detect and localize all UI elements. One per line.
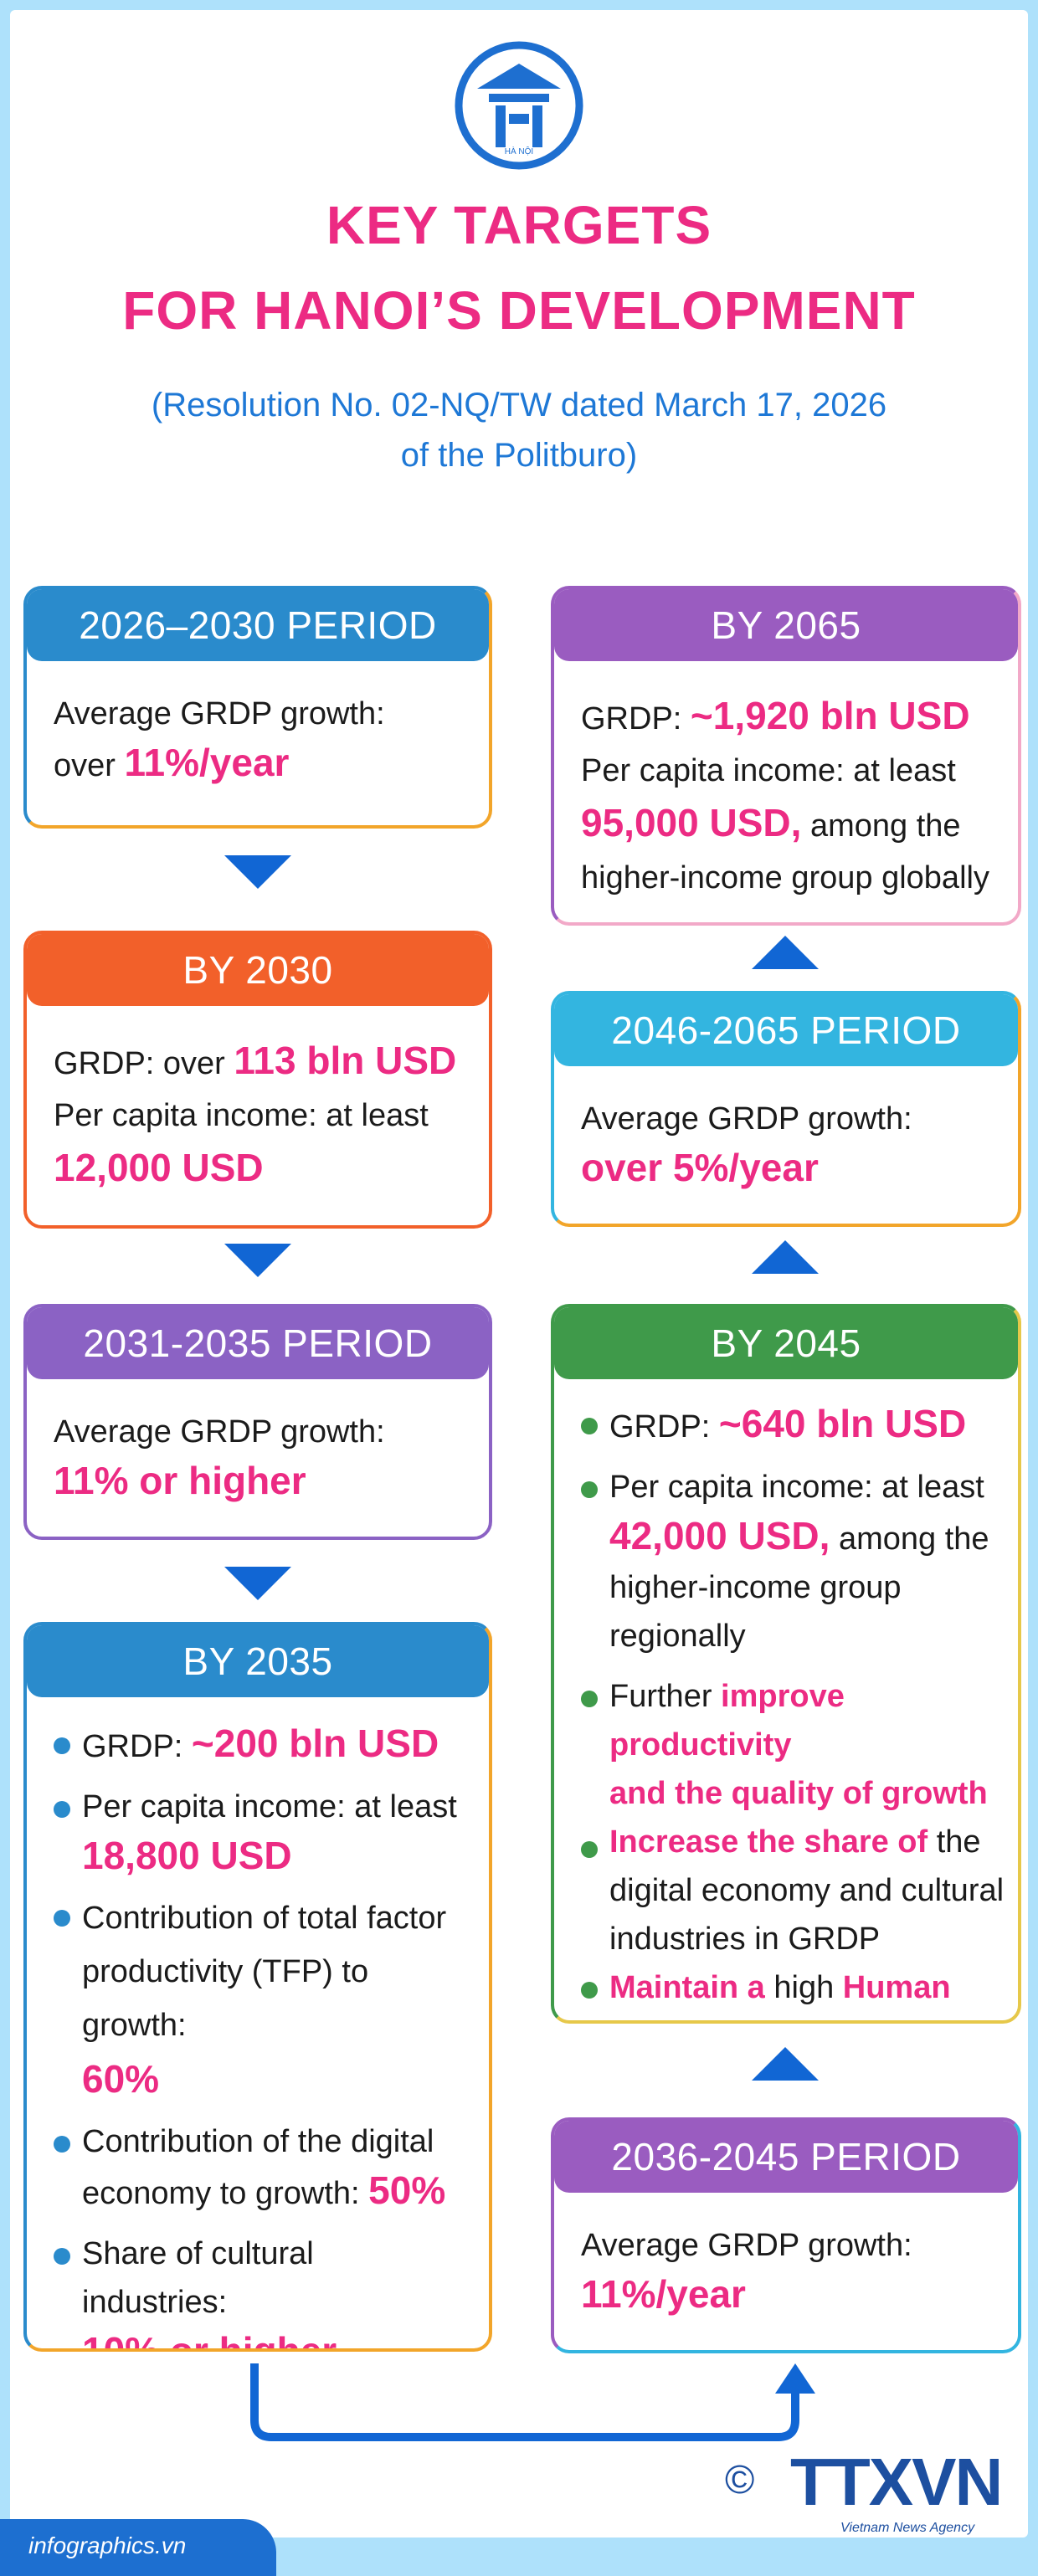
card-by-2065: BY 2065 GRDP: ~1,920 bln USD Per capita … [551,586,1021,926]
income-label: Per capita income: at least [581,753,956,788]
subtitle-line1: (Resolution No. 02-NQ/TW dated March 17,… [151,387,887,423]
hdi-highlight2: Human [842,1970,951,2005]
productivity-highlight-line2: and the quality of growth [609,1776,988,1811]
income-value: 12,000 USD [54,1146,264,1189]
tfp-label-line1: Contribution of total factor [82,1901,447,1936]
productivity-prefix: Further [609,1679,722,1714]
card-2031-2035-period: 2031-2035 PERIOD Average GRDP growth: 11… [23,1304,492,1540]
footer-strip [0,2519,276,2576]
grdp-label: GRDP: [581,701,691,736]
card-by-2030: BY 2030 GRDP: over 113 bln USD Per capit… [23,931,492,1229]
grdp-label: GRDP: [609,1409,719,1445]
page-title-line2: FOR HANOI’S DEVELOPMENT [122,280,916,341]
growth-value: 11% or higher [54,1459,306,1502]
growth-value: 11%/year [124,741,290,784]
card-2046-2065-period: 2046-2065 PERIOD Average GRDP growth: ov… [551,991,1021,1227]
arrow-down-icon [224,1244,291,1277]
card-title: 2036-2045 PERIOD [554,2121,1018,2193]
grdp-value: 113 bln USD [234,1039,457,1082]
digital-label-line1: Contribution of the digital [82,2124,434,2159]
hdi-highlight3: Development Index [609,2012,1005,2020]
arrow-down-icon [224,855,291,889]
card-2036-2045-period: 2036-2045 PERIOD Average GRDP growth: 11… [551,2117,1021,2353]
grdp-value: ~200 bln USD [191,1722,439,1765]
share-rest: the [928,1824,981,1860]
card-by-2035: BY 2035 GRDP: ~200 bln USD Per capita in… [23,1622,492,2352]
culture-value: 10% or higher [82,2329,337,2352]
bullet-icon [54,2248,70,2265]
connector-arrow-icon [250,2363,815,2441]
subtitle-line2: of the Politburo) [400,437,638,474]
arrow-up-icon [752,2047,819,2081]
growth-label: Average GRDP growth: [54,696,385,731]
income-suffix: among the [830,1521,989,1557]
grdp-label: GRDP: [82,1729,192,1764]
bullet-icon [581,1982,598,1999]
hdi-mid: high [764,1970,843,2005]
bullet-icon [581,1691,598,1707]
arrow-down-icon [224,1567,291,1600]
bullet-icon [581,1481,598,1498]
share-rest-line2: digital economy and cultural [609,1873,1005,1908]
card-title: BY 2065 [554,589,1018,661]
card-title: BY 2030 [27,934,489,1006]
agency-name: Vietnam News Agency [840,2521,975,2535]
copyright-symbol: © [725,2458,755,2502]
income-label: Per capita income: at least [609,1470,984,1505]
income-suffix-line2: higher-income group globally [581,860,989,895]
growth-label: Average GRDP growth: [54,1414,385,1450]
income-value: 95,000 USD, [581,801,802,844]
bullet-icon [581,1841,598,1858]
card-title: 2026–2030 PERIOD [27,589,489,661]
culture-label: Share of cultural industries: [82,2236,314,2320]
growth-prefix: over [54,748,125,783]
logo-text: HÀ NỘI [505,146,533,157]
bullet-icon [581,1418,598,1434]
grdp-value: ~1,920 bln USD [690,694,970,737]
growth-value: over 5%/year [581,1146,819,1189]
card-title: BY 2035 [27,1625,489,1697]
arrow-up-icon [752,936,819,969]
digital-label-line2: economy to growth: [82,2176,369,2211]
bullet-icon [54,2136,70,2153]
hdi-highlight: Maintain a [609,1970,765,2005]
growth-label: Average GRDP growth: [581,2228,912,2263]
income-suffix: among the [801,808,961,844]
income-label: Per capita income: at least [54,1098,429,1133]
card-by-2045: BY 2045 GRDP: ~640 bln USD Per capita in… [551,1304,1021,2024]
share-rest-line3: industries in GRDP [609,1922,881,1957]
tfp-value: 60% [82,2057,160,2101]
tfp-label-line2: productivity (TFP) to growth: [82,1954,369,2043]
grdp-value: ~640 bln USD [718,1402,967,1445]
income-value: 18,800 USD [82,1834,292,1877]
grdp-label: GRDP: over [54,1046,234,1081]
productivity-highlight-line1: improve productivity [609,1679,845,1763]
income-suffix-line2: higher-income group regionally [609,1570,902,1654]
bullet-icon [54,1737,70,1754]
brand-logo: TTXVN [790,2445,1003,2519]
card-title: 2031-2035 PERIOD [27,1307,489,1379]
digital-value: 50% [368,2168,446,2212]
site-link[interactable]: infographics.vn [28,2532,187,2558]
income-value: 42,000 USD, [609,1514,830,1557]
share-highlight: Increase the share of [609,1824,928,1860]
bullet-icon [54,1801,70,1818]
card-title: 2046-2065 PERIOD [554,994,1018,1066]
growth-value: 11%/year [581,2272,746,2316]
page-title-line1: KEY TARGETS [326,195,712,255]
growth-label: Average GRDP growth: [581,1101,912,1137]
arrow-up-icon [752,1240,819,1274]
income-label: Per capita income: at least [82,1789,457,1824]
card-2026-2030-period: 2026–2030 PERIOD Average GRDP growth: ov… [23,586,492,829]
hanoi-logo-icon: HÀ NỘI [455,41,583,170]
card-title: BY 2045 [554,1307,1018,1379]
bullet-icon [54,1910,70,1927]
